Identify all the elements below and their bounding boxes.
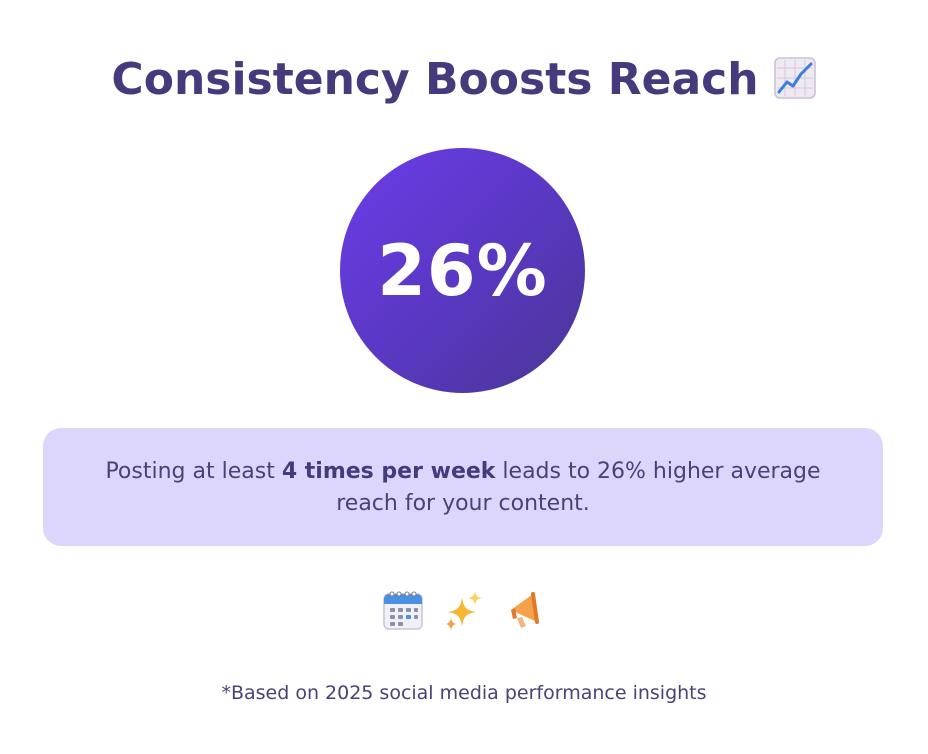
page-title-text: Consistency Boosts Reach [111,54,759,105]
calendar-icon [381,588,425,632]
callout-text-after: leads to 26% higher average reach for yo… [336,459,821,516]
stat-value: 26% [377,229,548,312]
callout-text-before: Posting at least [105,459,282,484]
chart-increasing-icon [773,56,817,100]
footnote: *Based on 2025 social media performance … [221,682,707,704]
callout-text-bold: 4 times per week [281,459,496,484]
stat-circle: 26% [340,148,585,393]
megaphone-icon [503,588,547,632]
icon-row [0,588,928,634]
callout-box: Posting at least 4 times per week leads … [43,428,883,546]
page-title: Consistency Boosts Reach [0,52,928,108]
sparkles-icon [442,588,486,632]
